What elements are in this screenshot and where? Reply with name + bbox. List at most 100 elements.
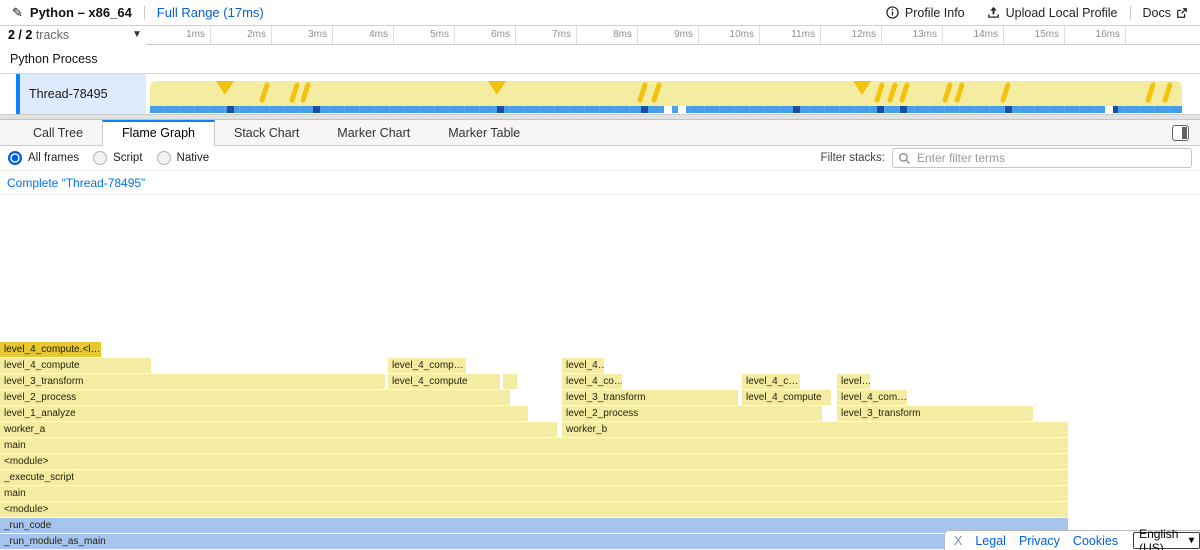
- samples-bar: [150, 106, 1182, 113]
- footer-link-cookies[interactable]: Cookies: [1072, 533, 1119, 548]
- flame-block-level-3-transform[interactable]: level_3_transform: [0, 374, 385, 389]
- thread-track-label[interactable]: Thread-78495: [20, 74, 146, 114]
- ruler-tick-9ms: 9ms: [638, 26, 699, 44]
- flame-block-level-4-compute[interactable]: level_4_compute: [742, 390, 831, 405]
- flame-block-level-4[interactable]: level_4…: [562, 358, 604, 373]
- profile-info-button[interactable]: Profile Info: [886, 6, 965, 20]
- top-header: ✎ Python – x86_64 Full Range (17ms) Prof…: [0, 0, 1200, 26]
- tab-marker-table[interactable]: Marker Table: [448, 126, 521, 140]
- flame-block-block[interactable]: [503, 374, 517, 389]
- flame-block-module[interactable]: <module>: [0, 454, 1068, 469]
- splitter[interactable]: [0, 114, 1200, 120]
- tab-call-tree[interactable]: Call Tree: [33, 126, 84, 140]
- language-value: English (US): [1139, 526, 1179, 550]
- tracks-header: 2 / 2 tracks ▼: [0, 26, 146, 45]
- flame-block-level-4-compute[interactable]: level_4_compute: [388, 374, 500, 389]
- full-range-link[interactable]: Full Range (17ms): [156, 5, 264, 20]
- tracks-word: tracks: [35, 28, 70, 42]
- radio-unselected-icon: [156, 151, 171, 165]
- flame-block-level-4-compute-l[interactable]: level_4_compute.<l…: [0, 342, 101, 357]
- ruler-tick-8ms: 8ms: [577, 26, 638, 44]
- process-track-header[interactable]: Python Process: [0, 46, 1200, 74]
- sample-dark-segment: [1111, 106, 1118, 113]
- ruler-tick-11ms: 11ms: [760, 26, 821, 44]
- sample-gap: [678, 106, 686, 113]
- flame-block-level-4-co[interactable]: level_4_co…: [562, 374, 622, 389]
- ruler-tick-16ms: 16ms: [1065, 26, 1126, 44]
- upload-icon: [987, 6, 999, 18]
- frame-filter-radios: All frames Script Native: [8, 151, 223, 165]
- tracks-count: 2 / 2: [8, 28, 33, 42]
- ruler-tick-13ms: 13ms: [882, 26, 943, 44]
- flame-graph-canvas[interactable]: level_4_compute.<l… level_4_compute level_…: [0, 195, 1200, 550]
- edit-profile-name-icon[interactable]: ✎: [12, 4, 23, 20]
- language-select[interactable]: English (US) ▾: [1133, 527, 1200, 550]
- upload-local-profile-button[interactable]: Upload Local Profile: [987, 6, 1118, 20]
- radio-label: All frames: [28, 152, 80, 164]
- flame-block-level-2-process[interactable]: level_2_process: [562, 406, 822, 421]
- flame-block-main[interactable]: main: [0, 486, 1068, 501]
- flame-block-level[interactable]: level…: [837, 374, 870, 389]
- sidebar-toggle-icon[interactable]: [1172, 125, 1189, 141]
- flame-block-run-module-as-main[interactable]: _run_module_as_main: [0, 534, 1068, 549]
- sample-dark-segment: [793, 106, 800, 113]
- footer-link-privacy[interactable]: Privacy: [1018, 533, 1060, 548]
- ruler-tick-3ms: 3ms: [272, 26, 333, 44]
- flame-block-run-code[interactable]: _run_code: [0, 518, 1068, 533]
- gc-marker-triangle-icon: [216, 81, 234, 95]
- flame-block-level-4-c[interactable]: level_4_c…: [742, 374, 800, 389]
- radio-label: Native: [176, 152, 210, 164]
- sample-dark-segment: [900, 106, 907, 113]
- flame-block-main[interactable]: main: [0, 438, 1068, 453]
- tab-marker-chart[interactable]: Marker Chart: [337, 126, 411, 140]
- chevron-down-icon: ▾: [1188, 535, 1194, 546]
- sample-dark-segment: [877, 106, 884, 113]
- ruler-tick-4ms: 4ms: [333, 26, 394, 44]
- sample-gap: [664, 106, 672, 113]
- ruler-tick-2ms: 2ms: [211, 26, 272, 44]
- breadcrumb-row: Complete “Thread-78495”: [0, 171, 1200, 195]
- flame-block-level-4-comp[interactable]: level_4_comp…: [388, 358, 466, 373]
- flame-toolbar: All frames Script Native Filter stacks:: [0, 146, 1200, 171]
- filter-stacks-input[interactable]: [892, 148, 1192, 168]
- flame-block-level-1-analyze[interactable]: level_1_analyze: [0, 406, 528, 421]
- flame-block-level-3-transform[interactable]: level_3_transform: [562, 390, 738, 405]
- docs-link[interactable]: Docs: [1143, 6, 1188, 20]
- flame-block-level-4-compute[interactable]: level_4_compute: [0, 358, 151, 373]
- tab-flame-graph[interactable]: Flame Graph: [102, 120, 215, 147]
- radio-option-all-frames[interactable]: All frames: [8, 151, 79, 165]
- radio-option-script[interactable]: Script: [93, 151, 143, 165]
- sidebar-toggle-pane: [1182, 127, 1187, 139]
- flame-block-worker-a[interactable]: worker_a: [0, 422, 557, 437]
- breadcrumb[interactable]: Complete “Thread-78495”: [7, 175, 146, 190]
- filter-box: [892, 148, 1192, 168]
- panel-tabbar: Call Tree Flame Graph Stack Chart Marker Ch…: [0, 120, 1200, 147]
- ruler-tick-12ms: 12ms: [821, 26, 882, 44]
- radio-option-native[interactable]: Native: [156, 151, 210, 165]
- sample-dark-segment: [227, 106, 234, 113]
- flame-block-worker-b[interactable]: worker_b: [562, 422, 1068, 437]
- ruler-tick-5ms: 5ms: [394, 26, 455, 44]
- flame-block-execute-script[interactable]: _execute_script: [0, 470, 1068, 485]
- timeline-ruler[interactable]: 1ms 2ms 3ms 4ms 5ms 6ms 7ms 8ms 9ms 10ms 11ms 12ms 1…: [0, 26, 1200, 45]
- flame-block-module[interactable]: <module>: [0, 502, 1068, 517]
- tracks-dropdown-icon[interactable]: ▼: [132, 29, 142, 40]
- footer-link-x[interactable]: X: [954, 533, 963, 548]
- tab-stack-chart[interactable]: Stack Chart: [233, 126, 300, 140]
- flame-block-level-4-com[interactable]: level_4_com…: [837, 390, 907, 405]
- divider: [1129, 5, 1131, 20]
- flame-block-level-3-transform[interactable]: level_3_transform: [837, 406, 1033, 421]
- selected-track-accent: [16, 74, 20, 114]
- radio-selected-icon: [8, 151, 22, 165]
- ruler-tick-1ms: 1ms: [150, 26, 211, 44]
- filter-stacks-label: Filter stacks:: [820, 152, 885, 164]
- gc-marker-triangle-icon: [853, 81, 871, 95]
- ruler-tick-7ms: 7ms: [516, 26, 577, 44]
- process-name: Python Process: [10, 52, 98, 66]
- thread-activity-graph[interactable]: [146, 74, 1200, 114]
- footer-link-legal[interactable]: Legal: [975, 533, 1006, 548]
- thread-track: Thread-78495: [0, 74, 1200, 114]
- ruler-tick-10ms: 10ms: [699, 26, 760, 44]
- search-icon: [899, 152, 910, 164]
- flame-block-level-2-process[interactable]: level_2_process: [0, 390, 510, 405]
